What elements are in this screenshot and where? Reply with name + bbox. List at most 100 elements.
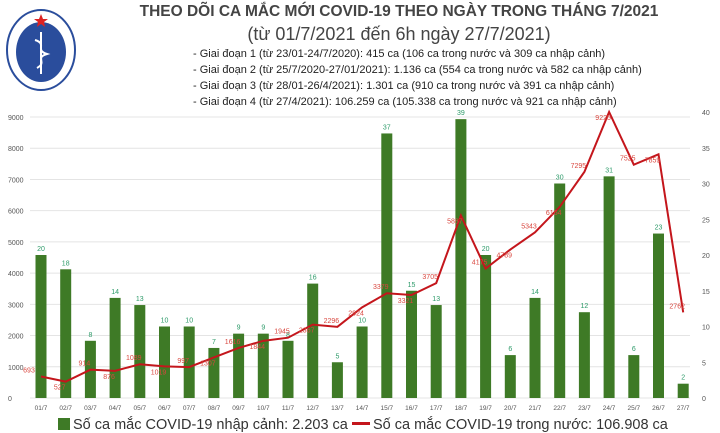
x-axis-tick: 21/7: [529, 405, 542, 412]
bar-value-label: 18: [62, 260, 70, 267]
left-axis-tick: 4000: [8, 271, 24, 278]
line-value-label: 1307: [200, 360, 216, 367]
left-axis-tick: 9000: [8, 115, 24, 122]
line-value-label: 7859: [645, 157, 661, 164]
bar: [60, 269, 72, 398]
x-axis-tick: 17/7: [430, 405, 443, 412]
x-axis-tick: 26/7: [652, 405, 665, 412]
bar-value-label: 23: [655, 225, 663, 232]
x-axis-tick: 11/7: [282, 405, 295, 412]
x-axis-tick: 24/7: [603, 405, 616, 412]
bar: [159, 326, 170, 398]
left-axis-tick: 7000: [8, 177, 24, 184]
line-value-label: 2924: [348, 310, 364, 317]
x-axis-tick: 05/7: [133, 405, 146, 412]
left-axis-tick: 8000: [8, 146, 24, 153]
line-value-label: 1089: [126, 355, 142, 362]
line-value-label: 1844: [250, 344, 266, 351]
phase-1-text: - Giai đoạn 1 (từ 23/01-24/7/2020): 415 …: [193, 48, 606, 60]
bar-value-label: 13: [136, 296, 144, 303]
bar-value-label: 20: [37, 246, 45, 253]
bar: [307, 283, 319, 398]
line-value-label: 3379: [373, 284, 389, 291]
line-value-label: 3705: [422, 274, 438, 281]
x-axis-tick: 06/7: [158, 405, 171, 412]
left-axis-tick: 5000: [8, 240, 24, 247]
left-axis-tick: 1000: [8, 365, 24, 372]
line-value-label: 2762: [669, 303, 685, 310]
x-axis-tick: 15/7: [380, 405, 393, 412]
bar-value-label: 7: [212, 339, 216, 346]
right-axis-tick: 15: [702, 289, 710, 296]
bar-value-label: 20: [482, 246, 490, 253]
bar-value-label: 6: [508, 346, 512, 353]
bar: [134, 305, 146, 398]
bar: [35, 255, 47, 398]
line-value-label: 9225: [595, 115, 611, 122]
x-axis-tick: 25/7: [627, 405, 640, 412]
right-axis-tick: 0: [702, 396, 706, 403]
right-axis-tick: 10: [702, 325, 710, 332]
bar-value-label: 30: [556, 175, 564, 182]
bar-value-label: 2: [681, 375, 685, 382]
x-axis-tick: 19/7: [479, 405, 492, 412]
x-axis-tick: 27/7: [677, 405, 690, 412]
legend-line-swatch: [352, 422, 370, 425]
bar-value-label: 10: [161, 318, 169, 325]
ministry-of-health-logo: [6, 9, 76, 91]
left-axis-tick: 2000: [8, 334, 24, 341]
x-axis-tick: 07/7: [183, 405, 196, 412]
line-value-label: 1019: [151, 369, 167, 376]
x-axis-tick: 09/7: [232, 405, 245, 412]
x-axis-tick: 18/7: [455, 405, 468, 412]
line-series: [40, 109, 685, 383]
legend-imported: Số ca mắc COVID-19 nhập cảnh: 2.203 ca: [58, 417, 348, 433]
right-axis-tick: 30: [702, 182, 710, 189]
bar-value-label: 39: [457, 110, 465, 117]
chart-title: THEO DÕI CA MẮC MỚI COVID-19 THEO NGÀY T…: [139, 3, 659, 20]
line-value-label: 1616: [225, 339, 241, 346]
bar-value-label: 10: [358, 318, 366, 325]
line-value-label: 5343: [521, 223, 537, 230]
legend-imported-label: Số ca mắc COVID-19 nhập cảnh: 2.203 ca: [73, 417, 348, 433]
bar: [578, 312, 590, 398]
x-axis-tick: 10/7: [257, 405, 270, 412]
line-value-label: 6164: [546, 210, 562, 217]
x-axis-tick: 02/7: [59, 405, 72, 412]
left-axis-tick: 6000: [8, 209, 24, 216]
line-value-label: 5887: [447, 218, 463, 225]
bar: [603, 176, 615, 398]
bar: [455, 119, 467, 399]
legend-domestic-label: Số ca mắc COVID-19 trong nước: 106.908 c…: [373, 417, 668, 433]
bar: [480, 255, 492, 398]
left-axis-tick: 3000: [8, 302, 24, 309]
bar-value-label: 37: [383, 124, 391, 131]
right-axis-tick: 5: [702, 360, 706, 367]
bar-value-label: 31: [605, 167, 613, 174]
line-value-label: 7525: [620, 156, 636, 163]
bar: [208, 347, 220, 398]
right-axis-tick: 20: [702, 253, 710, 260]
left-axis-tick: 0: [8, 396, 12, 403]
bar: [677, 383, 689, 398]
bar: [356, 326, 368, 398]
line-value-label: 4789: [497, 253, 513, 260]
right-axis-tick: 25: [702, 217, 710, 224]
legend-domestic: Số ca mắc COVID-19 trong nước: 106.908 c…: [352, 417, 668, 433]
phase-summary: - Giai đoạn 1 (từ 23/01-24/7/2020): 415 …: [193, 46, 642, 110]
bar-value-label: 8: [88, 332, 92, 339]
bar-value-label: 16: [309, 275, 317, 282]
bar: [504, 355, 516, 398]
bar: [529, 297, 541, 398]
x-axis-tick: 01/7: [35, 405, 48, 412]
line-value-label: 876: [103, 374, 115, 381]
line-value-label: 997: [177, 358, 189, 365]
line-value-label: 2367: [299, 328, 315, 335]
x-axis-tick: 14/7: [356, 405, 369, 412]
bar: [381, 133, 393, 398]
bar: [282, 340, 294, 398]
line-value-label: 2296: [324, 318, 340, 325]
legend-bar-swatch: [58, 418, 70, 430]
line-value-label: 914: [79, 361, 91, 368]
